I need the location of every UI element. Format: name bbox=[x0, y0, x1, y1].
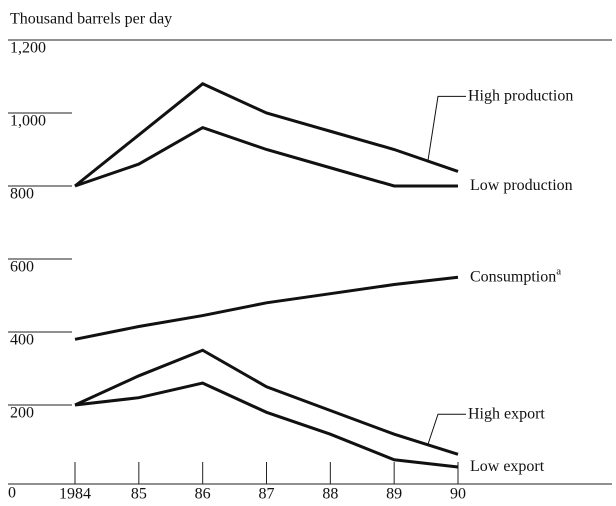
x-tick-label: 85 bbox=[131, 486, 147, 503]
series-name: Low production bbox=[470, 177, 573, 194]
y-axis-label: Thousand barrels per day bbox=[10, 11, 172, 28]
x-tick-label: 90 bbox=[450, 486, 466, 503]
x-tick-label: 87 bbox=[259, 486, 275, 503]
y-tick-label: 600 bbox=[10, 259, 34, 276]
y-tick-label: 800 bbox=[10, 186, 34, 203]
series-name: High production bbox=[468, 87, 573, 104]
data-line bbox=[74, 82, 459, 188]
series-label: Low export bbox=[470, 458, 545, 475]
x-tick-label: 88 bbox=[322, 486, 338, 503]
series-label: High export bbox=[468, 405, 545, 422]
data-line bbox=[74, 348, 459, 456]
y-tick-label: 1,000 bbox=[10, 113, 46, 130]
x-tick-label: 89 bbox=[386, 486, 402, 503]
data-line bbox=[74, 125, 458, 188]
y-tick-label: 400 bbox=[10, 332, 34, 349]
x-tick-label: 86 bbox=[195, 486, 211, 503]
x-tick-label: 1984 bbox=[59, 486, 91, 503]
data-line bbox=[74, 275, 459, 341]
y-tick-label: 200 bbox=[10, 405, 34, 422]
series-label: Low production bbox=[470, 177, 573, 194]
y-tick-label: 1,200 bbox=[10, 40, 46, 57]
leader-line bbox=[427, 95, 466, 161]
series-name: Consumption bbox=[470, 268, 556, 285]
series-name: Low export bbox=[470, 458, 545, 475]
series-label: High production bbox=[468, 87, 573, 104]
y-tick-label: 0 bbox=[8, 485, 16, 502]
series-name: High export bbox=[468, 405, 545, 422]
series-label: Consumptiona bbox=[470, 265, 561, 285]
leader-line bbox=[427, 413, 466, 445]
data-line bbox=[74, 381, 459, 469]
footnote-marker: a bbox=[556, 265, 561, 277]
